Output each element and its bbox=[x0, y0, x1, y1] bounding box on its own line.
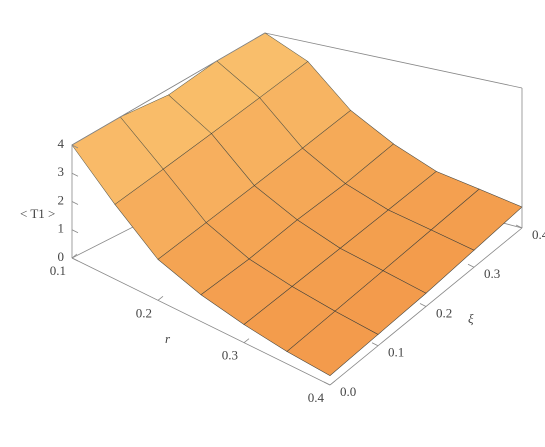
y-tick-label: 0.2 bbox=[436, 305, 452, 320]
surface-shade bbox=[292, 248, 384, 312]
box-edge bbox=[71, 32, 266, 146]
x-tick-label: 0.4 bbox=[308, 390, 325, 405]
y-tick-label: 0.0 bbox=[340, 384, 356, 399]
surface-shade bbox=[345, 143, 437, 210]
z-tick bbox=[71, 229, 79, 234]
x-tick bbox=[157, 296, 164, 301]
z-tick-label: 4 bbox=[58, 136, 65, 151]
surface-shade bbox=[249, 219, 341, 287]
surface-shade bbox=[120, 95, 212, 170]
z-tick-label: 1 bbox=[58, 221, 65, 236]
z-tick-label: 0 bbox=[58, 249, 65, 264]
y-tick bbox=[371, 342, 379, 347]
surface-shade bbox=[254, 148, 346, 220]
x-tick bbox=[329, 380, 336, 386]
y-tick bbox=[323, 381, 331, 386]
surface-shade bbox=[158, 222, 250, 295]
z-tick-label: 3 bbox=[58, 164, 65, 179]
z-tick bbox=[71, 172, 79, 177]
surface-cell bbox=[286, 310, 379, 376]
y-axis-label: ξ bbox=[468, 311, 474, 326]
surface-shade bbox=[211, 97, 303, 186]
surface-shade bbox=[431, 189, 522, 251]
surface-shade bbox=[388, 171, 480, 230]
surface-shade bbox=[216, 33, 308, 98]
x-tick-label: 0.3 bbox=[222, 348, 238, 363]
x-tick bbox=[71, 253, 78, 259]
y-tick bbox=[419, 303, 427, 307]
surface-shade bbox=[259, 61, 351, 149]
surface-shade bbox=[201, 258, 293, 325]
y-tick-label: 0.1 bbox=[388, 345, 404, 360]
box-edge bbox=[71, 257, 331, 386]
x-tick-label: 0.2 bbox=[136, 305, 152, 320]
surface-shade bbox=[72, 117, 164, 205]
y-tick bbox=[467, 263, 475, 268]
surface-shade bbox=[206, 185, 298, 259]
z-tick bbox=[71, 201, 79, 205]
surface-shade bbox=[115, 169, 207, 260]
x-tick-label: 0.1 bbox=[50, 263, 66, 278]
surface-shade bbox=[163, 133, 255, 223]
z-axis-label: < T1 > bbox=[20, 206, 55, 221]
y-tick-label: 0.4 bbox=[532, 227, 545, 242]
surface-shade bbox=[244, 286, 336, 352]
box-edge bbox=[264, 32, 523, 89]
z-tick bbox=[71, 144, 79, 149]
z-tick bbox=[71, 257, 79, 262]
x-tick bbox=[243, 338, 250, 343]
surface-shade bbox=[383, 229, 474, 294]
surface-shade bbox=[335, 270, 426, 335]
surface-shade bbox=[340, 209, 432, 271]
y-tick-label: 0.3 bbox=[484, 266, 500, 281]
z-tick-label: 2 bbox=[58, 192, 65, 207]
surface-shade bbox=[287, 311, 378, 376]
y-tick bbox=[515, 224, 523, 229]
surface-shade bbox=[302, 110, 394, 184]
surface-shade bbox=[297, 183, 389, 249]
x-axis-label: r bbox=[165, 331, 171, 346]
